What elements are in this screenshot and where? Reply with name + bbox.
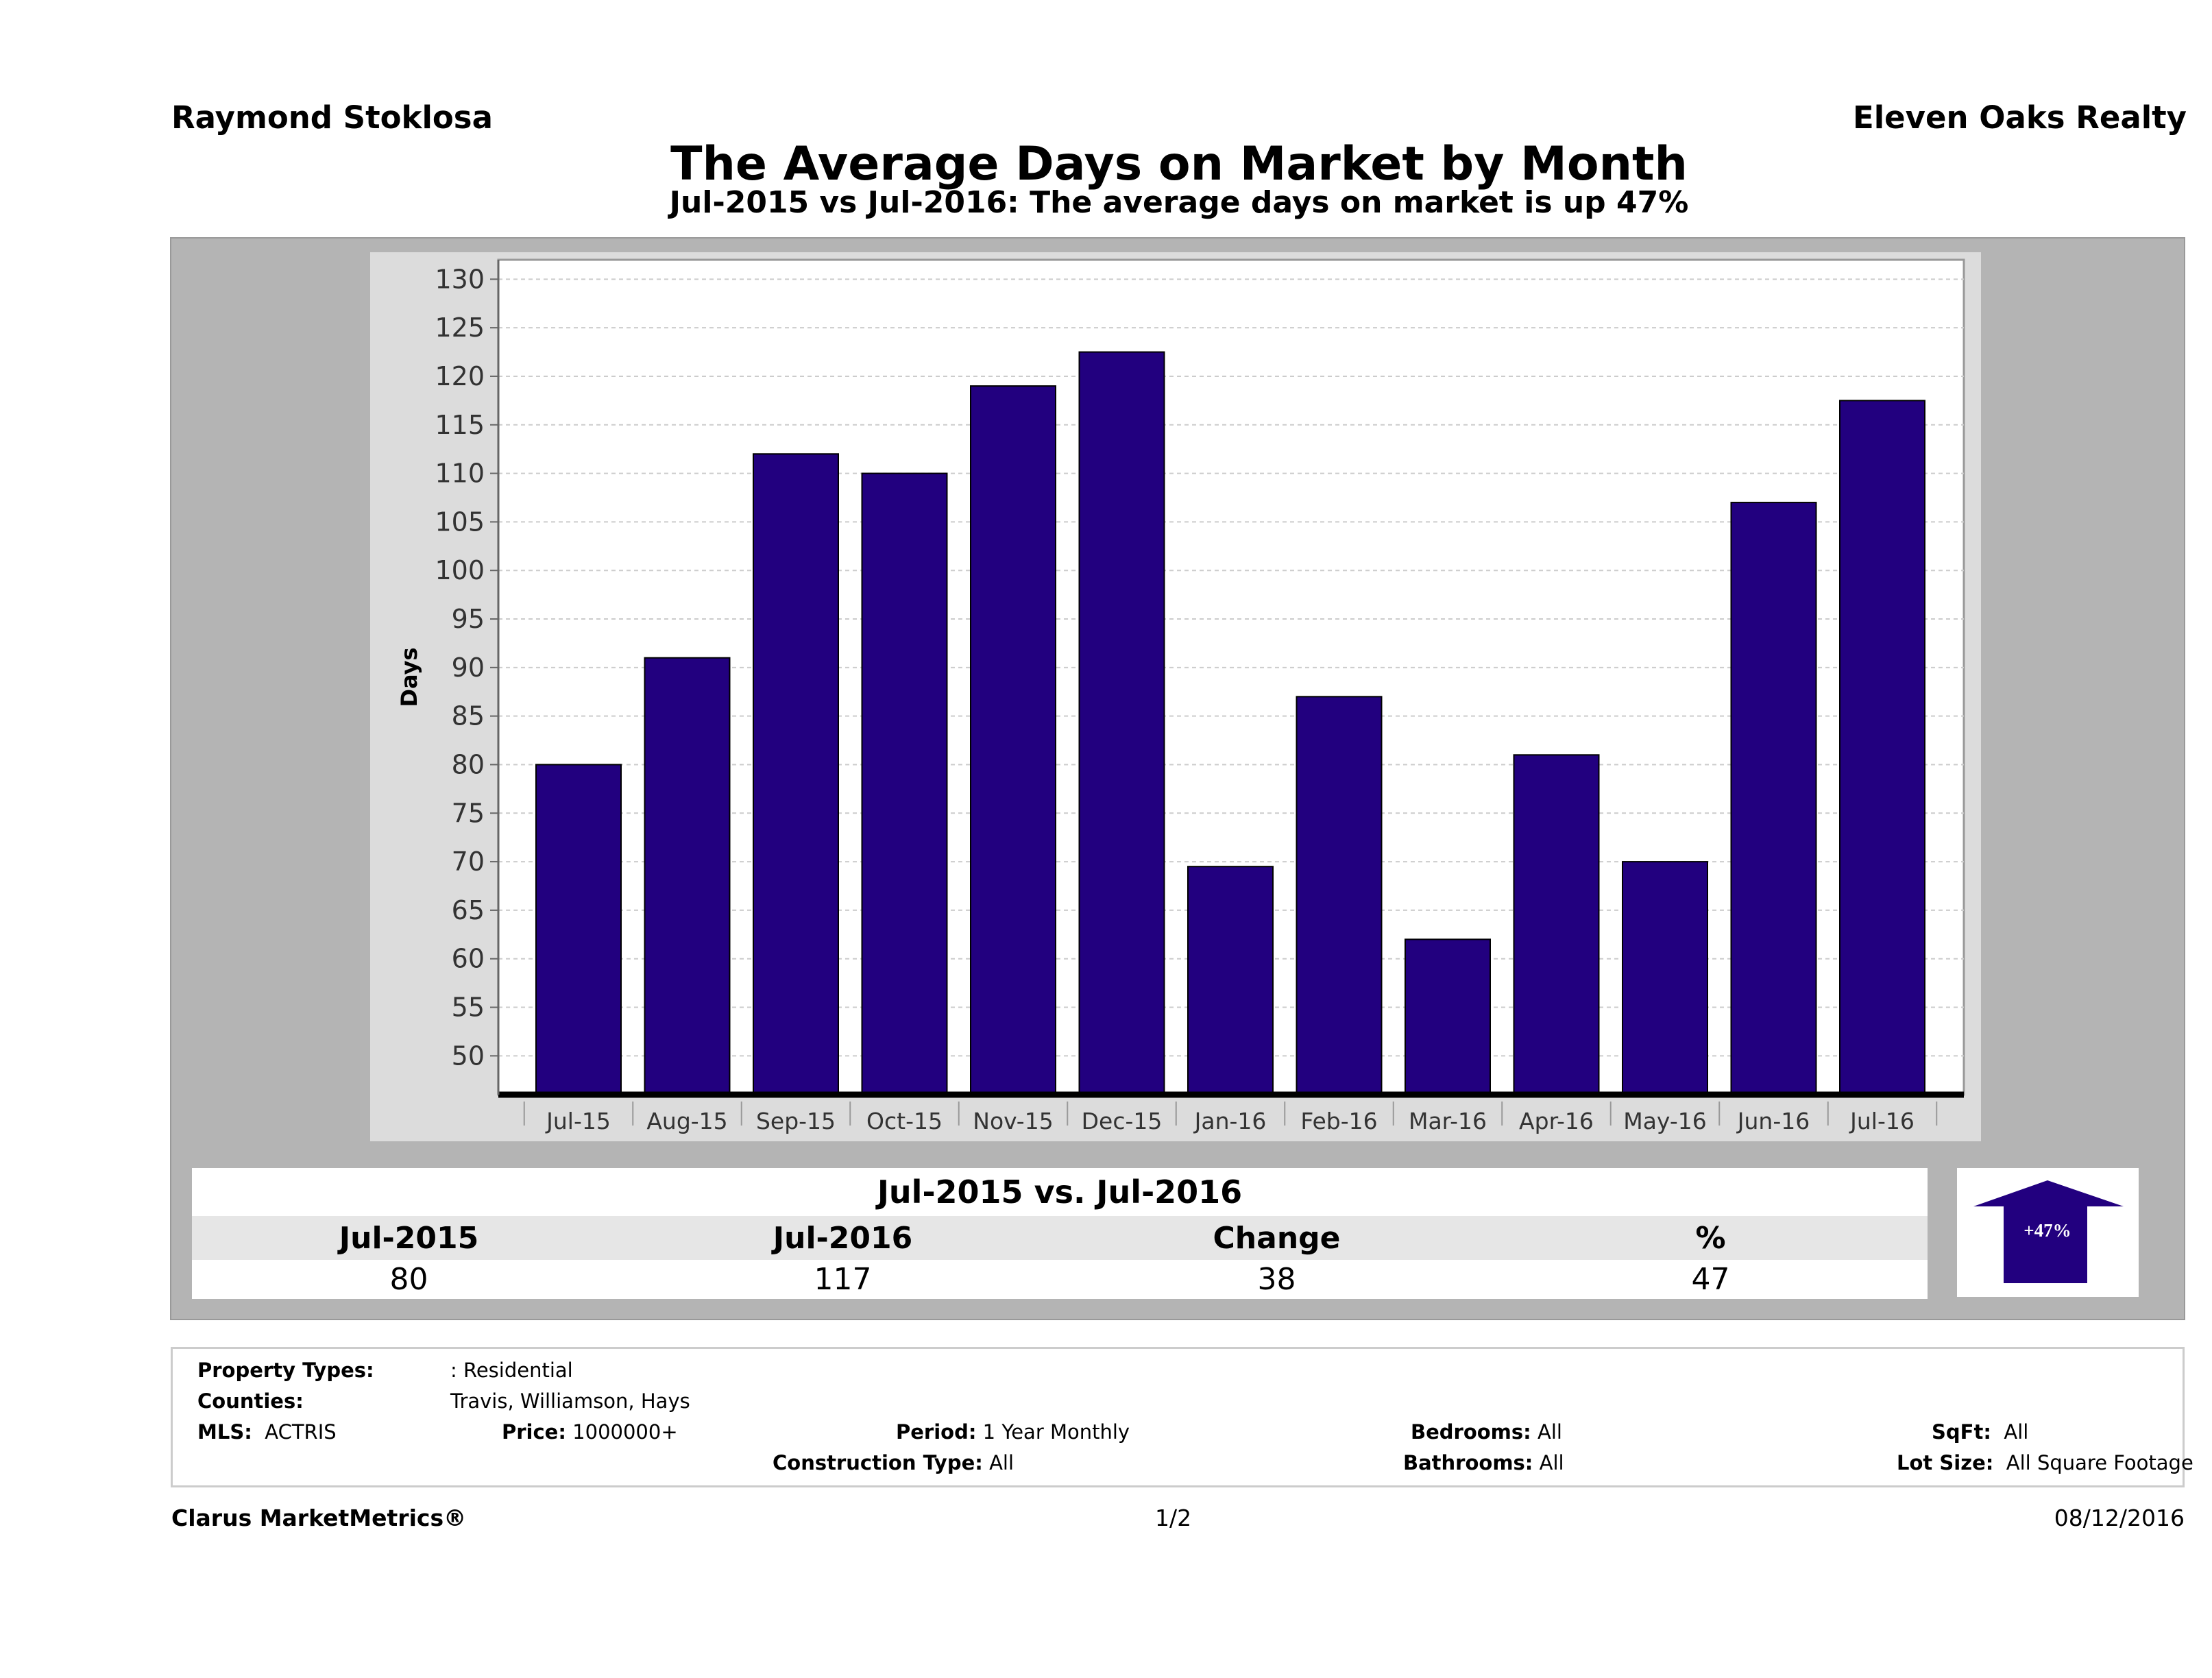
bar-chart: 50 55 60 65 70 75 80 85 90 95 100 105 110 115 120 125 13…: [396, 258, 1965, 1134]
x-tick-label: Apr-16: [1519, 1108, 1594, 1134]
criteria-box: Property Types: : Residential Counties: …: [171, 1347, 2193, 1487]
up-arrow-icon: +47%: [1973, 1180, 2124, 1283]
y-axis-label: Days: [396, 647, 422, 707]
y-tick-label: 85: [452, 701, 485, 731]
mls-value: ACTRIS: [265, 1420, 337, 1444]
bar-jan-16: [1187, 866, 1274, 1096]
price-value: 1000000+: [572, 1420, 678, 1444]
period-value: 1 Year Monthly: [982, 1420, 1130, 1444]
chart-title: The Average Days on Market by Month: [670, 137, 1688, 191]
y-tick-label: 80: [452, 749, 485, 779]
x-tick-label: Sep-15: [756, 1108, 836, 1134]
bedrooms-label: Bedrooms:: [1411, 1420, 1531, 1444]
x-tick-label: Jan-16: [1193, 1108, 1267, 1134]
bathrooms-value: All: [1539, 1451, 1564, 1474]
bar-jun-16: [1730, 502, 1817, 1095]
chart-area: 50 55 60 65 70 75 80 85 90 95 100 105 110 115 120 125 13…: [370, 252, 1981, 1141]
y-tick-label: 75: [452, 798, 485, 828]
bar-oct-15: [861, 472, 948, 1095]
construction-label: Construction Type:: [773, 1451, 983, 1474]
price-label: Price:: [502, 1420, 566, 1444]
y-tick-label: 50: [452, 1041, 485, 1071]
summary-table: Jul-2015 vs. Jul-2016 Jul-2015 Jul-2016 …: [192, 1168, 1928, 1299]
y-tick-label: 130: [435, 264, 485, 294]
x-tick-label: Feb-16: [1300, 1108, 1377, 1134]
summary-value: 38: [1257, 1262, 1296, 1297]
y-tick-label: 65: [452, 895, 485, 925]
bar-jul-15: [535, 764, 622, 1095]
bathrooms-label: Bathrooms:: [1403, 1451, 1533, 1474]
y-tick-label: 120: [435, 361, 485, 391]
change-badge: +47%: [1957, 1168, 2139, 1297]
bar-feb-16: [1296, 696, 1383, 1095]
brokerage-name: Eleven Oaks Realty: [1852, 99, 2187, 136]
y-tick-label: 100: [435, 555, 485, 585]
y-tick-label: 125: [435, 313, 485, 343]
summary-header: Jul-2015: [339, 1220, 479, 1256]
lot-size-value: All Square Footage: [2006, 1451, 2193, 1474]
bar-may-16: [1622, 861, 1708, 1095]
bar-mar-16: [1405, 938, 1491, 1095]
y-tick-label: 90: [452, 653, 485, 683]
property-types-label: Property Types:: [197, 1359, 374, 1382]
bar-apr-16: [1513, 754, 1600, 1095]
period-label: Period:: [896, 1420, 977, 1444]
sqft-label: SqFt:: [1932, 1420, 1991, 1444]
y-tick-label: 55: [452, 993, 485, 1023]
x-tick-label: Aug-15: [646, 1108, 727, 1134]
x-tick-label: Jul-15: [545, 1108, 611, 1134]
x-tick-label: Jul-16: [1849, 1108, 1915, 1134]
x-tick-label: Oct-15: [866, 1108, 943, 1134]
property-types-value: : Residential: [450, 1359, 573, 1382]
x-tick-label: Dec-15: [1082, 1108, 1163, 1134]
summary-value: 80: [389, 1262, 428, 1297]
x-tick-label: Mar-16: [1409, 1108, 1487, 1134]
counties-label: Counties:: [197, 1389, 304, 1413]
agent-name: Raymond Stoklosa: [171, 99, 493, 136]
x-tick-label: Jun-16: [1736, 1108, 1810, 1134]
x-tick-label: May-16: [1623, 1108, 1707, 1134]
y-tick-label: 105: [435, 507, 485, 537]
construction-value: All: [989, 1451, 1014, 1474]
x-tick-label: Nov-15: [973, 1108, 1053, 1134]
summary-header: Jul-2016: [773, 1220, 913, 1256]
page-number: 1/2: [1155, 1505, 1192, 1531]
y-tick-label: 60: [452, 944, 485, 974]
footer-brand: Clarus MarketMetrics®: [171, 1505, 467, 1531]
bar-aug-15: [644, 657, 731, 1095]
y-tick-label: 95: [452, 604, 485, 634]
y-tick-label: 115: [435, 410, 485, 440]
y-tick-label: 110: [435, 459, 485, 489]
bar-nov-15: [970, 385, 1056, 1095]
chart-subtitle: Jul-2015 vs Jul-2016: The average days o…: [669, 185, 1689, 220]
bedrooms-value: All: [1537, 1420, 1562, 1444]
summary-title: Jul-2015 vs. Jul-2016: [192, 1168, 1928, 1216]
bar-sep-15: [753, 453, 839, 1096]
lot-size-label: Lot Size:: [1897, 1451, 1994, 1474]
bar-dec-15: [1078, 351, 1165, 1095]
summary-value: 117: [814, 1262, 872, 1297]
mls-label: MLS:: [197, 1420, 252, 1444]
summary-value: 47: [1691, 1262, 1730, 1297]
y-tick-label: 70: [452, 847, 485, 877]
summary-header: Change: [1213, 1220, 1341, 1256]
sqft-value: All: [2004, 1420, 2029, 1444]
summary-header: %: [1695, 1220, 1726, 1256]
change-badge-label: +47%: [2023, 1220, 2071, 1241]
counties-value: Travis, Williamson, Hays: [450, 1389, 690, 1413]
report-date: 08/12/2016: [2054, 1505, 2185, 1531]
bar-jul-16: [1839, 400, 1925, 1095]
